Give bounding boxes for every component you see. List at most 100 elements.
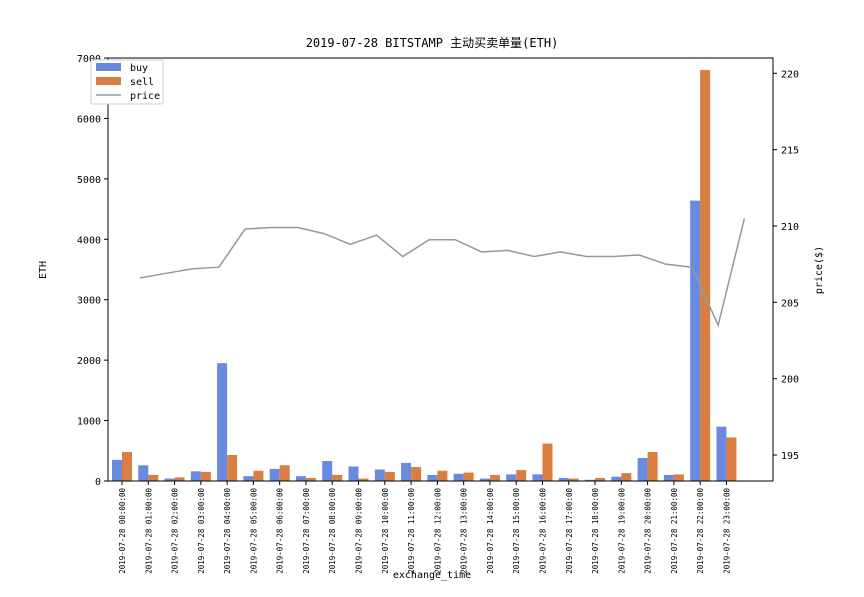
y2-tick-label-4: 215	[781, 146, 799, 157]
y-tick-label-3: 3000	[77, 296, 101, 307]
bar-sell-9	[358, 478, 369, 481]
bar-sell-5	[253, 470, 264, 481]
x-tick-label-17: 2019-07-28 17:00:00	[565, 488, 574, 574]
bar-sell-16	[542, 443, 553, 481]
x-tick-label-8: 2019-07-28 08:00:00	[328, 488, 337, 574]
x-tick-label-13: 2019-07-28 13:00:00	[460, 488, 469, 574]
bar-sell-2	[174, 477, 185, 481]
x-tick-label-10: 2019-07-28 10:00:00	[381, 488, 390, 574]
x-tick-label-5: 2019-07-28 05:00:00	[249, 488, 258, 574]
bar-sell-17	[568, 478, 579, 481]
legend-swatch-sell	[96, 77, 121, 85]
bar-sell-18	[595, 477, 606, 481]
right-y-axis: 195 200 205 210 215 220	[773, 69, 799, 462]
x-tick-label-16: 2019-07-28 16:00:00	[538, 488, 547, 574]
bar-buy-20	[637, 458, 648, 481]
bar-buy-23	[716, 426, 727, 481]
chart-title: 2019-07-28 BITSTAMP 主动买卖单量(ETH)	[306, 36, 559, 50]
bar-sell-20	[647, 451, 658, 481]
x-axis-label: exchange_time	[393, 570, 471, 581]
y2-axis-label: price($)	[814, 246, 825, 294]
y2-tick-label-2: 205	[781, 298, 799, 309]
bar-sell-0	[122, 451, 132, 481]
x-tick-label-12: 2019-07-28 12:00:00	[433, 488, 442, 574]
y2-tick-label-5: 220	[781, 69, 799, 80]
legend-swatch-buy	[96, 63, 121, 71]
bar-buy-1	[138, 465, 149, 481]
bar-sell-7	[305, 477, 316, 481]
legend: buy sell price	[90, 59, 164, 105]
y2-tick-label-3: 210	[781, 222, 799, 233]
legend-label-sell: sell	[130, 77, 154, 88]
bar-buy-16	[532, 474, 543, 481]
bar-sell-12	[437, 470, 448, 481]
x-tick-label-9: 2019-07-28 09:00:00	[355, 488, 364, 574]
x-axis: 2019-07-28 00:00:00 2019-07-28 01:00:00 20…	[118, 481, 731, 574]
bar-sell-6	[279, 465, 290, 481]
bar-buy-3	[190, 471, 201, 481]
bar-buy-12	[427, 474, 438, 481]
bar-sell-22	[700, 70, 711, 481]
x-tick-label-20: 2019-07-28 20:00:00	[644, 488, 653, 574]
plot-frame	[107, 57, 774, 482]
bars-layer	[112, 70, 737, 481]
bar-buy-4	[217, 363, 228, 481]
bar-sell-14	[489, 474, 500, 481]
x-tick-label-4: 2019-07-28 04:00:00	[223, 488, 232, 574]
bar-buy-7	[295, 476, 306, 481]
bar-sell-23	[726, 437, 737, 481]
bar-sell-10	[384, 471, 395, 481]
bar-sell-11	[411, 467, 422, 481]
bar-buy-19	[611, 476, 622, 481]
x-tick-label-21: 2019-07-28 21:00:00	[670, 488, 679, 574]
y-tick-label-7: 7000	[77, 54, 101, 65]
bar-buy-14	[479, 478, 490, 481]
bar-sell-1	[148, 474, 159, 481]
bar-buy-21	[663, 474, 674, 481]
x-tick-label-7: 2019-07-28 07:00:00	[302, 488, 311, 574]
bar-sell-4	[227, 455, 238, 481]
bar-buy-2	[164, 478, 175, 481]
bar-sell-13	[463, 472, 474, 481]
bar-sell-19	[621, 473, 632, 481]
x-tick-label-23: 2019-07-28 23:00:00	[722, 488, 731, 574]
x-tick-label-6: 2019-07-28 06:00:00	[276, 488, 285, 574]
y-tick-label-0: 0	[95, 477, 101, 488]
x-tick-label-22: 2019-07-28 22:00:00	[696, 488, 705, 574]
y-tick-label-6: 6000	[77, 114, 101, 125]
bar-buy-6	[269, 468, 280, 481]
y-tick-label-2: 2000	[77, 356, 101, 367]
x-tick-label-0: 2019-07-28 00:00:00	[118, 488, 127, 574]
x-tick-label-1: 2019-07-28 01:00:00	[144, 488, 153, 574]
x-tick-label-15: 2019-07-28 15:00:00	[512, 488, 521, 574]
y-axis-label: ETH	[38, 261, 49, 279]
y-tick-label-1: 1000	[77, 417, 101, 428]
y-tick-label-4: 4000	[77, 235, 101, 246]
bar-buy-18	[585, 479, 596, 481]
bar-sell-15	[516, 470, 527, 481]
bar-sell-3	[200, 471, 211, 481]
x-tick-label-19: 2019-07-28 19:00:00	[617, 488, 626, 574]
x-tick-label-14: 2019-07-28 14:00:00	[486, 488, 495, 574]
bar-sell-21	[673, 474, 684, 481]
bar-buy-22	[690, 200, 701, 481]
x-tick-label-3: 2019-07-28 03:00:00	[197, 488, 206, 574]
bar-buy-13	[453, 473, 464, 481]
bar-buy-11	[401, 462, 412, 481]
x-tick-label-2: 2019-07-28 02:00:00	[171, 488, 180, 574]
y-tick-label-5: 5000	[77, 175, 101, 186]
bar-buy-5	[243, 476, 254, 481]
x-tick-label-11: 2019-07-28 11:00:00	[407, 488, 416, 574]
bar-buy-0	[112, 459, 122, 481]
bar-buy-9	[348, 466, 359, 481]
x-tick-label-18: 2019-07-28 18:00:00	[591, 488, 600, 574]
price-line-layer	[139, 218, 746, 328]
bar-sell-8	[332, 474, 343, 481]
legend-label-buy: buy	[130, 63, 148, 74]
legend-label-price: price	[130, 91, 160, 102]
bar-buy-17	[558, 477, 569, 481]
bar-buy-10	[374, 469, 385, 481]
y2-tick-label-1: 200	[781, 375, 799, 386]
y2-tick-label-0: 195	[781, 451, 799, 462]
